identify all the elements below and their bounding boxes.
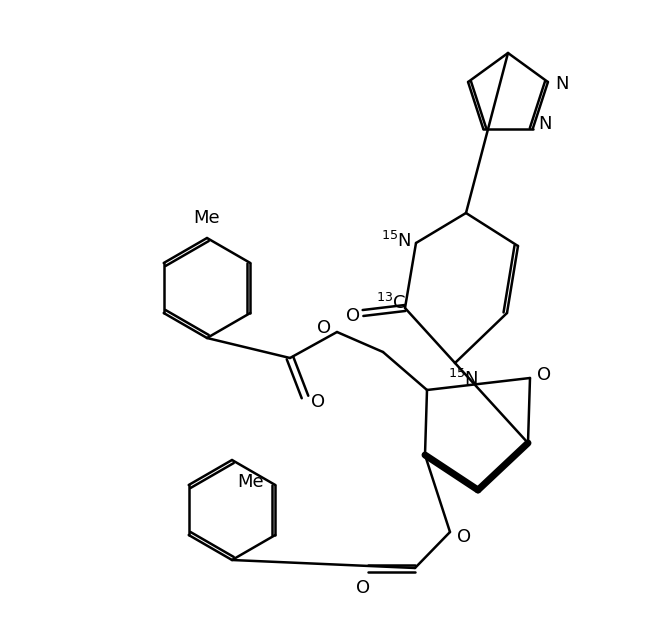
Text: $^{15}$N: $^{15}$N	[381, 231, 412, 251]
Text: $^{13}$C: $^{13}$C	[376, 293, 406, 313]
Text: O: O	[356, 579, 370, 597]
Text: O: O	[311, 393, 325, 411]
Text: O: O	[346, 307, 360, 325]
Text: O: O	[317, 319, 331, 337]
Text: N: N	[538, 115, 551, 133]
Text: Me: Me	[194, 209, 221, 227]
Text: Me: Me	[237, 473, 264, 491]
Text: O: O	[537, 366, 551, 384]
Text: O: O	[457, 528, 471, 546]
Text: N: N	[555, 75, 569, 93]
Text: $^{15}$N: $^{15}$N	[448, 369, 478, 389]
